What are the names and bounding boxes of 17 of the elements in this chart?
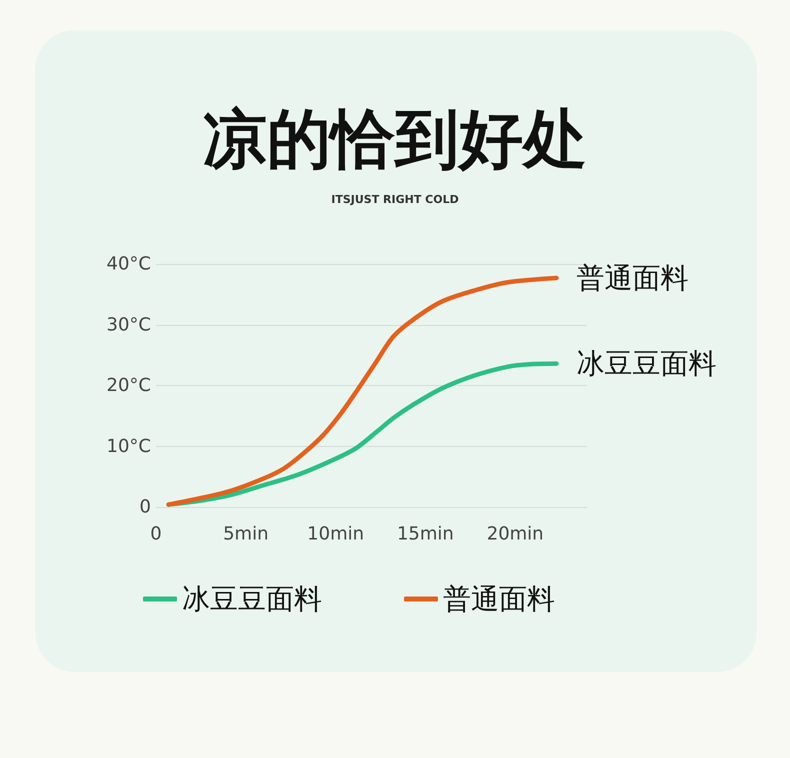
y-tick-label: 10°C [106,436,151,457]
line-series [166,361,559,507]
y-tick-label: 40°C [106,254,151,274]
x-tick-label: 10min [307,524,364,544]
text: 普通面料 [576,261,688,294]
chart-subtitle: ITSJUST RIGHT COLD [331,193,459,206]
legend-label: 冰豆豆面料 [182,582,322,616]
y-tick-label: 0 [140,496,151,518]
legend-label: 普通面料 [443,582,555,616]
x-tick-label: 15min [396,524,454,544]
chart-title: 凉的恰到好处 [203,103,587,177]
x-tick-label: 20min [486,524,544,544]
y-tick-label: 20°C [106,375,151,396]
line-series [166,276,559,507]
y-tick-label: 30°C [106,314,151,336]
text: 冰豆豆面料 [576,347,716,380]
x-tick-label: 5min [223,524,268,544]
